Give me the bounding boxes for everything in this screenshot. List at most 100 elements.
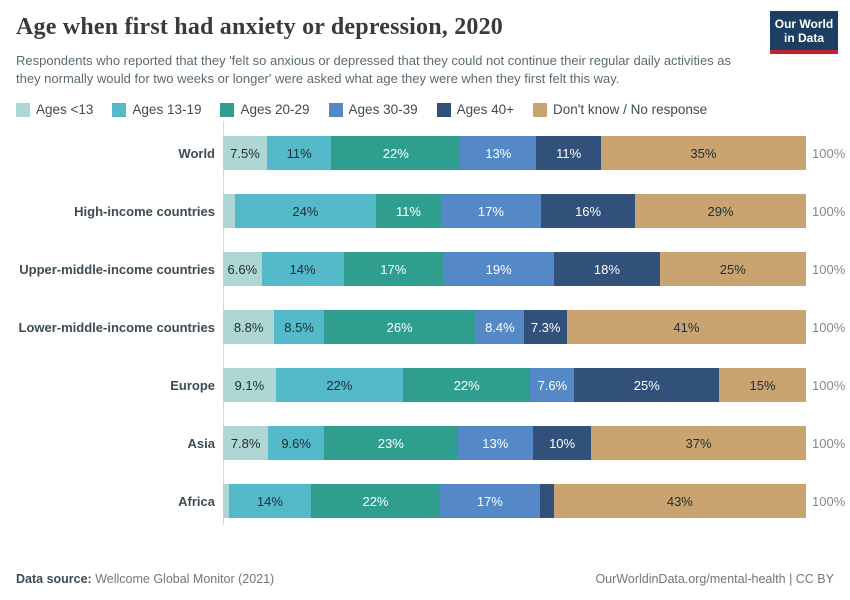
bar-segment[interactable]: 11%: [376, 194, 441, 228]
bar-segment[interactable]: 17%: [440, 484, 540, 518]
segment-value-label: 14%: [256, 493, 283, 509]
segment-value-label: 17%: [380, 261, 407, 277]
segment-value-label: 17%: [476, 493, 503, 509]
stacked-bar: 7.5% 11% 22% 13% 11% 35%: [223, 136, 806, 170]
total-label: 100%: [812, 145, 846, 161]
segment-value-label: 16%: [575, 203, 602, 219]
legend-swatch: [328, 102, 343, 117]
bar-segment[interactable]: 17%: [440, 194, 541, 228]
legend-label: Ages 30-39: [348, 102, 418, 117]
category-label: Lower-middle-income countries: [18, 319, 215, 335]
legend-label: Ages 20-29: [240, 102, 310, 117]
segment-value-label: 11%: [556, 145, 582, 161]
bar-segment[interactable]: 25%: [659, 252, 806, 286]
bar-segment[interactable]: 22%: [403, 368, 531, 402]
bar-segment[interactable]: 15%: [719, 368, 806, 402]
stacked-bar: 7.8% 9.6% 23% 13% 10% 37%: [223, 426, 806, 460]
bar-segment[interactable]: 19%: [443, 252, 555, 286]
bar-segment[interactable]: 7.5%: [223, 136, 267, 170]
bar-segment[interactable]: 26%: [323, 310, 476, 344]
bar-segment[interactable]: [223, 194, 235, 228]
bar-segment[interactable]: 7.8%: [223, 426, 269, 460]
segment-value-label: 10%: [549, 435, 576, 451]
total-label: 100%: [812, 319, 846, 335]
segment-value-label: 14%: [289, 261, 316, 277]
legend-swatch: [220, 102, 235, 117]
bar-segment[interactable]: 8.8%: [223, 310, 275, 344]
bar-segment[interactable]: 8.4%: [475, 310, 525, 344]
segment-value-label: 22%: [326, 377, 353, 393]
bar-segment[interactable]: 41%: [566, 310, 806, 344]
bar-segment[interactable]: 17%: [343, 252, 444, 286]
bar-segment[interactable]: 10%: [533, 426, 592, 460]
bar-segment[interactable]: 18%: [554, 252, 660, 286]
stacked-bar: 9.1% 22% 22% 7.6% 25% 15%: [223, 368, 806, 402]
owid-logo-line1: Our World: [774, 17, 834, 31]
bar-segment[interactable]: [539, 484, 554, 518]
bar-segment[interactable]: 29%: [635, 194, 806, 228]
bar-segment[interactable]: 22%: [310, 484, 440, 518]
segment-value-label: 23%: [377, 435, 404, 451]
chart-row: Upper-middle-income countries 6.6% 14% 17% 1…: [16, 252, 845, 286]
owid-logo[interactable]: Our World in Data: [770, 11, 838, 54]
total-label: 100%: [812, 203, 846, 219]
segment-value-label: 22%: [453, 377, 480, 393]
segment-value-label: 25%: [719, 261, 746, 277]
legend-label: Ages 13-19: [132, 102, 202, 117]
segment-value-label: 29%: [707, 203, 734, 219]
bar-segment[interactable]: 14%: [228, 484, 311, 518]
bar-segment[interactable]: 7.6%: [530, 368, 575, 402]
bar-segment[interactable]: 22%: [275, 368, 404, 402]
segment-value-label: 11%: [395, 203, 421, 219]
bar-segment[interactable]: 7.3%: [524, 310, 567, 344]
legend-item[interactable]: Ages 40+: [436, 102, 515, 117]
segment-value-label: 17%: [477, 203, 504, 219]
segment-value-label: 41%: [673, 319, 700, 335]
bar-segment[interactable]: 9.1%: [223, 368, 276, 402]
bar-segment[interactable]: 23%: [324, 426, 458, 460]
bar-segment[interactable]: 35%: [600, 136, 806, 170]
chart-header: Age when first had anxiety or depression…: [16, 11, 838, 87]
legend-item[interactable]: Ages 30-39: [328, 102, 418, 117]
chart-row: High-income countries 24% 11% 17% 16% 29% 100%: [16, 194, 845, 228]
bar-segment[interactable]: 6.6%: [223, 252, 262, 286]
bar-segment[interactable]: 37%: [591, 426, 806, 460]
total-label: 100%: [812, 493, 846, 509]
bar-segment[interactable]: 16%: [540, 194, 636, 228]
legend-label: Ages 40+: [456, 102, 515, 117]
segment-value-label: 37%: [685, 435, 712, 451]
stacked-bar: 8.8% 8.5% 26% 8.4% 7.3% 41%: [223, 310, 806, 344]
legend-item[interactable]: Don't know / No response: [533, 102, 707, 117]
segment-value-label: 22%: [382, 145, 409, 161]
segment-value-label: 7.5%: [230, 145, 260, 161]
bar-segment[interactable]: 9.6%: [268, 426, 325, 460]
bar-segment[interactable]: 11%: [266, 136, 332, 170]
owid-url-link[interactable]: OurWorldinData.org/mental-health | CC BY: [595, 572, 834, 586]
chart-footer: Data source: Wellcome Global Monitor (20…: [16, 572, 834, 586]
bar-segment[interactable]: [223, 484, 229, 518]
segment-value-label: 8.8%: [233, 319, 264, 335]
bar-segment[interactable]: 25%: [574, 368, 720, 402]
chart-subtitle: Respondents who reported that they 'felt…: [16, 53, 732, 86]
bar-segment[interactable]: 11%: [536, 136, 601, 170]
segment-value-label: 6.6%: [227, 261, 258, 277]
page-title: Age when first had anxiety or depression…: [16, 14, 503, 40]
bar-segment[interactable]: 14%: [261, 252, 344, 286]
legend-item[interactable]: Ages 13-19: [112, 102, 201, 117]
bar-segment[interactable]: 24%: [234, 194, 377, 228]
bar-segment[interactable]: 13%: [460, 136, 537, 170]
legend-swatch: [16, 102, 30, 117]
legend-swatch: [436, 102, 451, 117]
category-label: Africa: [178, 493, 215, 509]
bar-segment[interactable]: 8.5%: [274, 310, 324, 344]
chart-rows: World 7.5% 11% 22% 13% 11% 35% 100% High-income …: [16, 136, 845, 518]
bar-segment[interactable]: 22%: [331, 136, 461, 170]
bar-segment[interactable]: 13%: [457, 426, 534, 460]
total-label: 100%: [812, 377, 846, 393]
stacked-bar: 24% 11% 17% 16% 29%: [223, 194, 806, 228]
segment-value-label: 7.8%: [230, 435, 261, 451]
bar-segment[interactable]: 43%: [553, 484, 806, 518]
legend-item[interactable]: Ages <13: [16, 102, 93, 117]
legend-item[interactable]: Ages 20-29: [220, 102, 310, 117]
